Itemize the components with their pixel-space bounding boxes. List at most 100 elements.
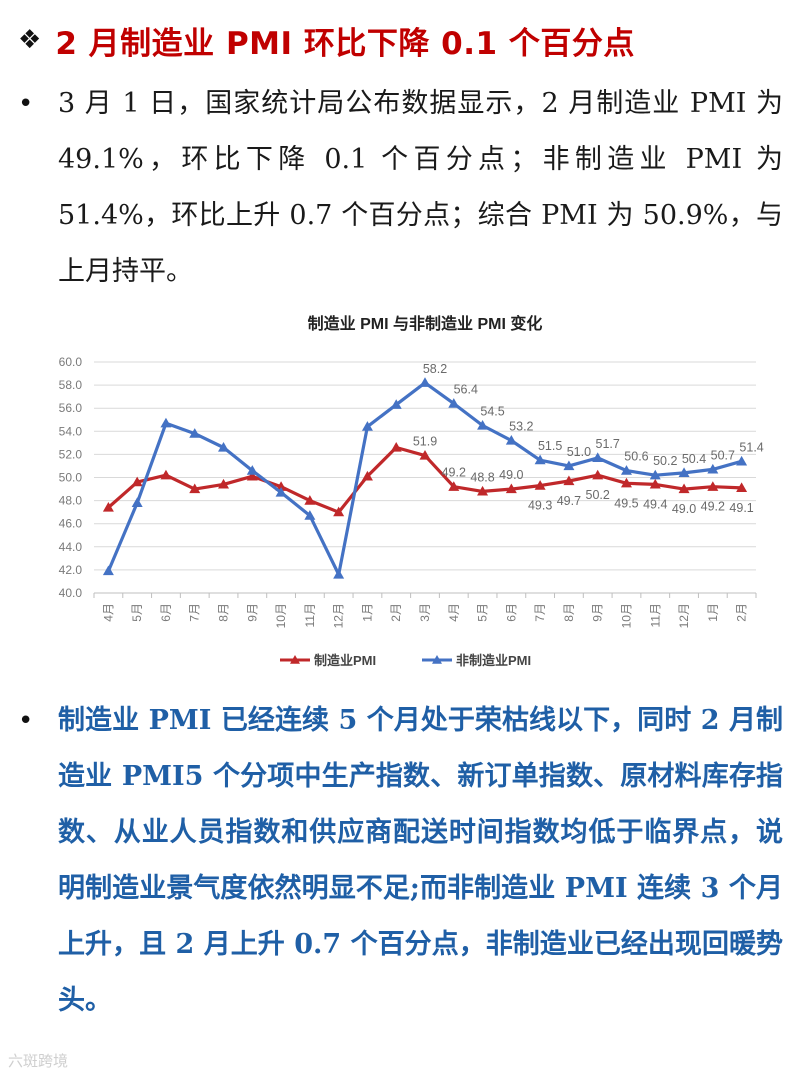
manufacturing-pmi-point xyxy=(218,478,230,489)
x-tick-label: 9月 xyxy=(245,603,259,622)
non-manufacturing-pmi-point xyxy=(563,460,575,471)
non-manufacturing-pmi-point xyxy=(649,469,661,480)
non-manufacturing-pmi-point xyxy=(390,399,402,409)
non-manufacturing-data-label: 54.5 xyxy=(480,405,504,419)
intro-text: 3 月 1 日，国家统计局公布数据显示，2 月制造业 PMI 为 49.1%，环… xyxy=(58,88,783,287)
x-tick-label: 11月 xyxy=(303,603,317,627)
x-tick-label: 4月 xyxy=(101,603,115,622)
chart-gridlines xyxy=(94,361,756,594)
x-tick-label: 6月 xyxy=(159,603,173,622)
x-tick-label: 8月 xyxy=(562,603,576,622)
chart-legend: 制造业PMI 非制造业PMI xyxy=(280,653,531,668)
x-tick-label: 2月 xyxy=(389,603,403,622)
non-manufacturing-pmi-point xyxy=(160,417,172,428)
non-manufacturing-pmi-point xyxy=(707,463,719,474)
x-tick-label: 11月 xyxy=(648,603,662,627)
non-manufacturing-data-label: 50.4 xyxy=(682,452,706,466)
y-tick-label: 48.0 xyxy=(59,494,83,508)
non-manufacturing-pmi-point xyxy=(419,377,431,387)
y-tick-label: 58.0 xyxy=(59,378,83,392)
non-manufacturing-pmi-point xyxy=(534,454,546,465)
x-tick-label: 12月 xyxy=(677,603,691,628)
x-tick-label: 10月 xyxy=(619,603,633,628)
manufacturing-pmi-point xyxy=(534,480,546,490)
legend-marker xyxy=(432,655,442,664)
watermark-logo: 六斑跨境 xyxy=(8,1052,69,1070)
x-tick-label: 5月 xyxy=(476,603,490,622)
manufacturing-pmi-point xyxy=(563,475,575,486)
y-tick-label: 46.0 xyxy=(59,517,83,531)
non-manufacturing-data-label: 53.2 xyxy=(509,420,533,434)
manufacturing-data-label: 50.2 xyxy=(586,488,610,502)
x-tick-label: 3月 xyxy=(418,603,432,622)
y-tick-label: 40.0 xyxy=(59,586,83,600)
non-manufacturing-pmi-point xyxy=(102,565,114,576)
manufacturing-data-label: 49.3 xyxy=(528,499,552,513)
non-manufacturing-data-label: 50.6 xyxy=(624,450,648,464)
y-tick-label: 54.0 xyxy=(59,424,83,438)
non-manufacturing-pmi-point xyxy=(246,465,258,475)
y-tick-label: 42.0 xyxy=(59,563,83,577)
manufacturing-pmi-point xyxy=(620,477,632,488)
non-manufacturing-data-label: 51.7 xyxy=(596,437,620,451)
non-manufacturing-pmi-point xyxy=(620,465,632,475)
x-tick-label: 7月 xyxy=(533,603,547,622)
x-tick-label: 6月 xyxy=(504,603,518,622)
x-tick-label: 4月 xyxy=(447,603,461,622)
manufacturing-pmi-point xyxy=(390,441,402,452)
manufacturing-pmi-point xyxy=(131,476,143,487)
intro-paragraph: • 3 月 1 日，国家统计局公布数据显示，2 月制造业 PMI 为 49.1%… xyxy=(18,76,783,300)
manufacturing-data-label: 49.0 xyxy=(672,502,696,516)
x-tick-label: 2月 xyxy=(735,603,749,622)
y-tick-label: 52.0 xyxy=(59,447,83,461)
manufacturing-pmi-point xyxy=(419,450,431,460)
y-tick-label: 60.0 xyxy=(59,355,83,369)
manufacturing-pmi-point xyxy=(736,482,748,493)
non-manufacturing-pmi-point xyxy=(505,435,517,445)
x-tick-label: 5月 xyxy=(130,603,144,622)
x-tick-label: 10月 xyxy=(274,603,288,628)
non-manufacturing-data-label: 51.0 xyxy=(567,445,591,459)
non-manufacturing-pmi-point xyxy=(218,441,230,452)
manufacturing-data-label: 49.2 xyxy=(442,466,466,480)
non-manufacturing-pmi-point xyxy=(275,487,287,497)
legend-marker xyxy=(290,655,300,664)
non-manufacturing-pmi-point xyxy=(131,497,143,508)
manufacturing-pmi-point xyxy=(649,478,661,489)
non-manufacturing-data-label: 50.2 xyxy=(653,454,677,468)
non-manufacturing-data-label: 51.5 xyxy=(538,439,562,453)
manufacturing-data-label: 48.8 xyxy=(470,470,494,484)
non-manufacturing-data-label: 56.4 xyxy=(454,383,478,397)
y-axis: 40.0 42.0 44.0 46.0 48.0 50.0 52.0 54.0 56.0 58.0… xyxy=(59,355,83,600)
manufacturing-pmi-point xyxy=(160,469,172,480)
non-manufacturing-pmi-point xyxy=(189,428,201,438)
manufacturing-pmi-point xyxy=(448,481,460,491)
manufacturing-data-label: 49.0 xyxy=(499,468,523,482)
y-tick-label: 50.0 xyxy=(59,471,83,485)
x-tick-label: 9月 xyxy=(591,603,605,622)
non-manufacturing-pmi-point xyxy=(304,510,316,520)
manufacturing-pmi-point xyxy=(707,481,719,491)
non-manufacturing-pmi-line xyxy=(106,381,743,577)
x-axis: 4月 5月 6月 7月 8月 9月 10月 11月 12月 1月 2月 3月 4月 5月 6月 7月 8月 9月 1… xyxy=(93,592,757,628)
manufacturing-data-label: 51.9 xyxy=(413,435,437,449)
manufacturing-pmi-point xyxy=(361,470,373,481)
manufacturing-data-label: 49.7 xyxy=(557,494,581,508)
legend-label-non-manufacturing: 非制造业PMI xyxy=(456,653,531,668)
data-labels: 51.9 49.2 48.8 49.0 49.3 49.7 50.2 49.5 49.4 49.0… xyxy=(413,362,764,516)
manufacturing-pmi-point xyxy=(678,483,690,494)
manufacturing-pmi-point xyxy=(102,502,114,512)
diamond-bullet-icon: ❖ xyxy=(18,25,42,55)
non-manufacturing-pmi-point xyxy=(477,420,489,430)
manufacturing-pmi-point xyxy=(304,495,316,505)
bullet-dot-icon: • xyxy=(18,89,34,119)
x-tick-label: 12月 xyxy=(332,603,346,628)
non-manufacturing-pmi-point xyxy=(736,455,748,466)
analysis-text: 制造业 PMI 已经连续 5 个月处于荣枯线以下，同时 2 月制造业 PMI5 … xyxy=(58,705,783,1016)
x-tick-label: 7月 xyxy=(188,603,202,622)
manufacturing-pmi-point xyxy=(592,469,604,480)
manufacturing-data-label: 49.2 xyxy=(701,500,725,514)
manufacturing-pmi-point xyxy=(505,483,517,494)
y-tick-label: 44.0 xyxy=(59,540,83,554)
x-tick-label: 1月 xyxy=(360,603,374,622)
